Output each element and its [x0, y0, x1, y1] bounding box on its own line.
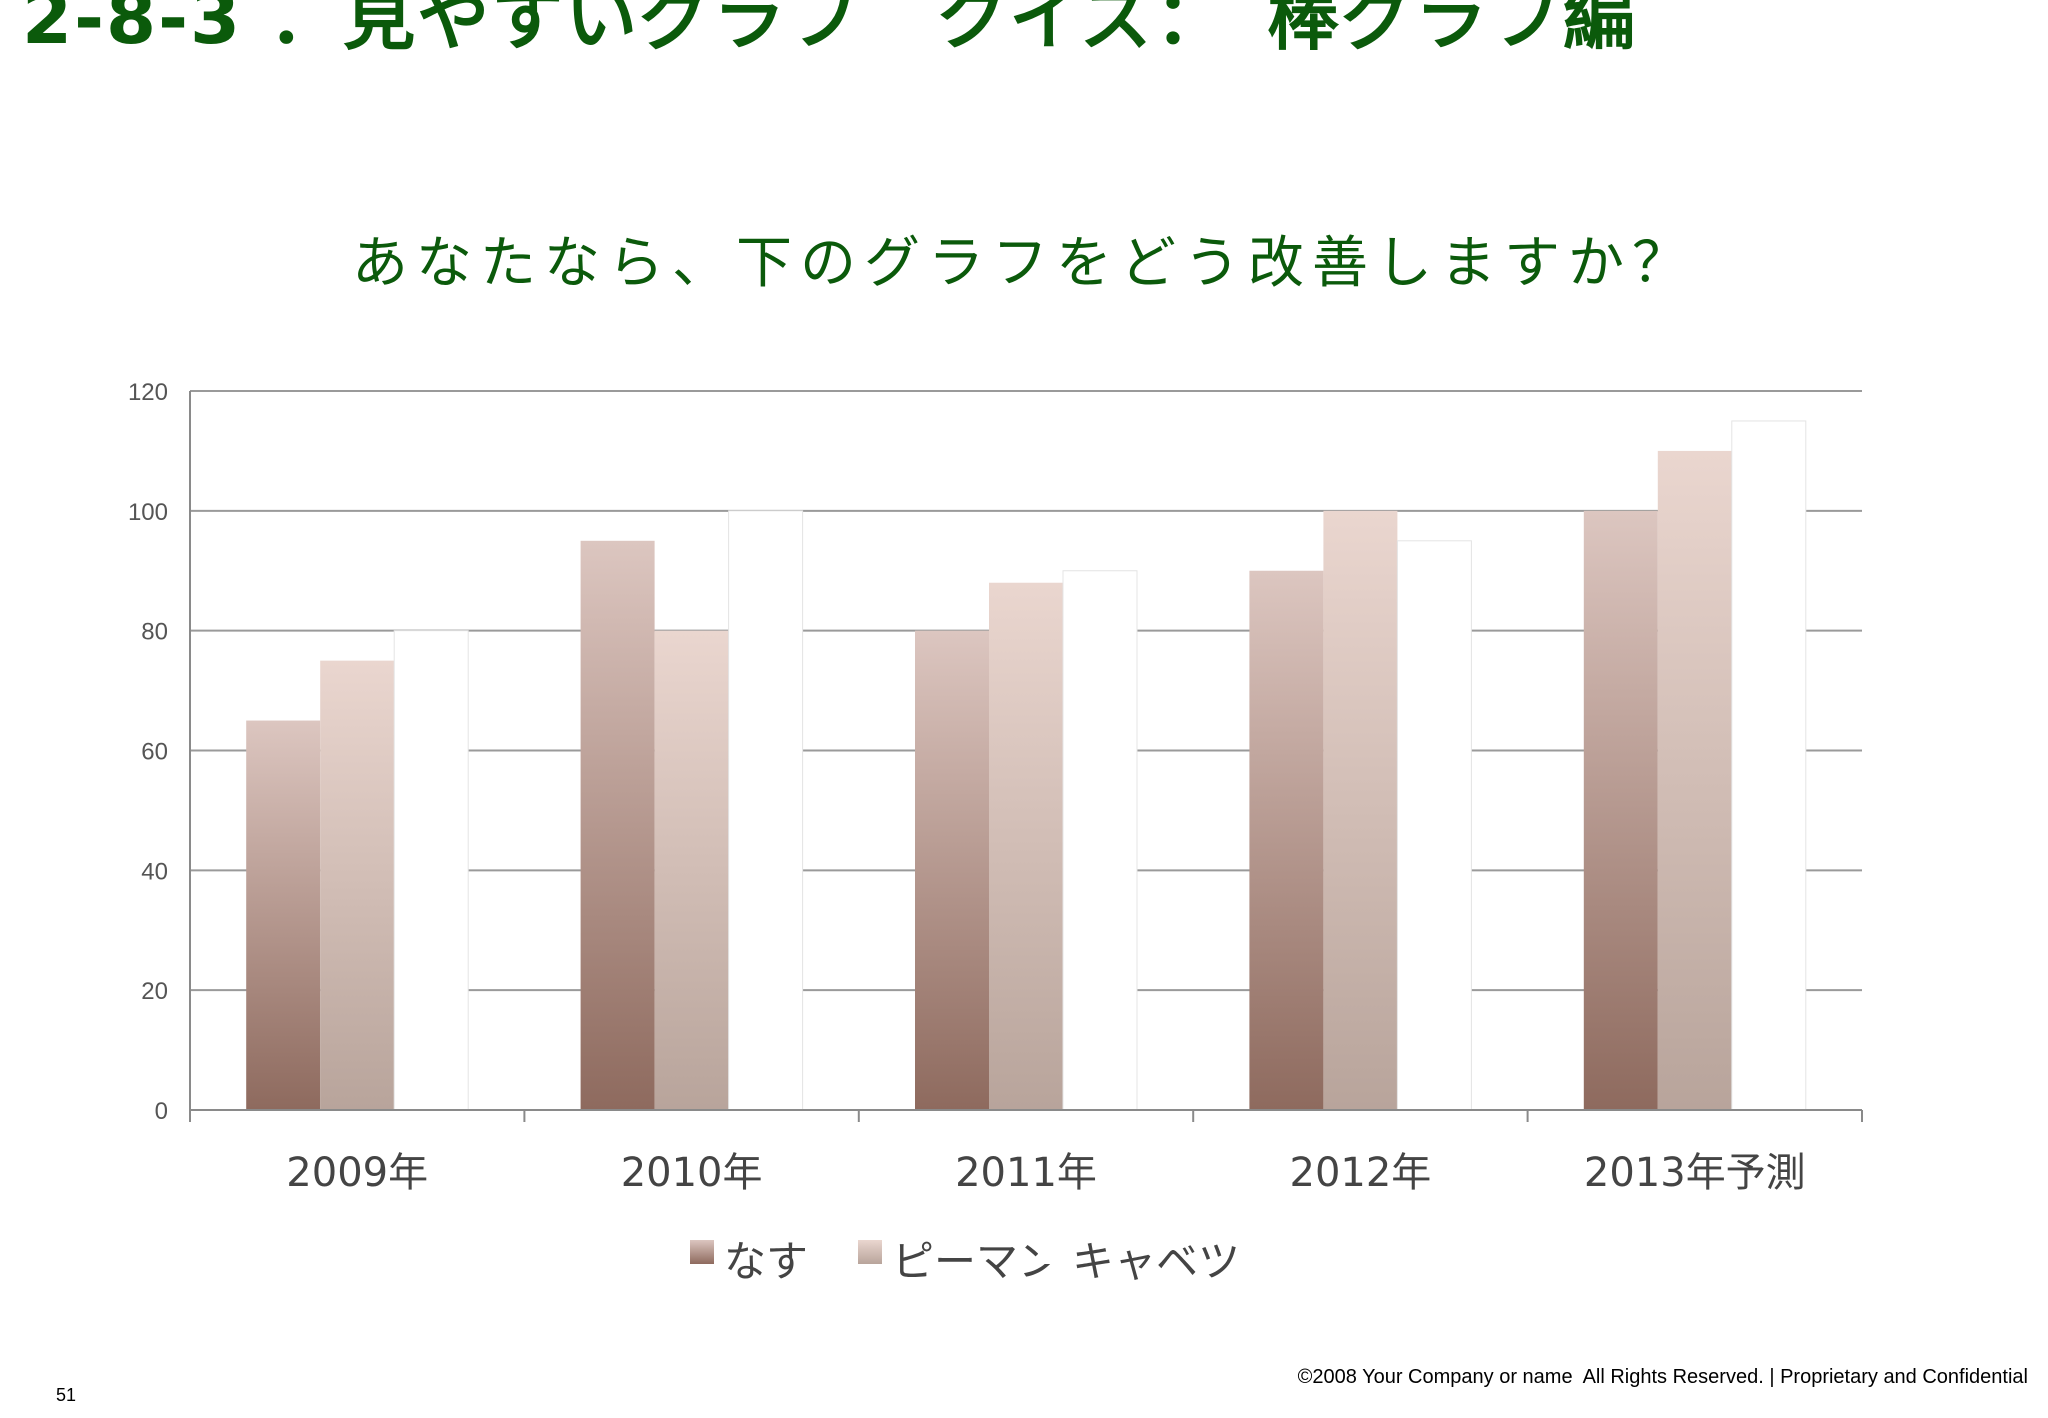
bar-ピーマン-2013年予測 [1657, 450, 1732, 1111]
bar-ピーマン-2012年 [1323, 510, 1398, 1110]
bar-なす-2013年予測 [1583, 510, 1658, 1110]
bar-ピーマン-2010年 [654, 630, 729, 1110]
legend-swatch [690, 1240, 714, 1264]
page-number: 51 [56, 1385, 77, 1405]
legend-label: キャベツ [1072, 1237, 1240, 1286]
bar-キャベツ-2011年 [1062, 570, 1138, 1111]
x-tick-label: 2009年 [286, 1150, 428, 1196]
slide-title: 2-8-3 ．見やすいグラフ クイズ： 棒グラフ編 [22, 0, 1637, 60]
bar-なす-2011年 [915, 630, 989, 1110]
y-tick-label: 20 [141, 978, 168, 1005]
x-tick-label: 2011年 [955, 1150, 1097, 1196]
chart-axes: 0 20 40 60 80 100 120 2009年 2010年 2011年 2012年 2013年… [128, 379, 1863, 1196]
copyright-notice: ©2008 Your Company or name All Rights Re… [1297, 1366, 2028, 1388]
bar-なす-2012年 [1249, 570, 1324, 1110]
bar-キャベツ-2009年 [393, 630, 469, 1111]
chart-bars [246, 420, 1807, 1111]
bar-キャベツ-2012年 [1396, 540, 1472, 1111]
x-tick-label: 2013年予測 [1584, 1150, 1806, 1196]
bar-なす-2009年 [246, 720, 321, 1110]
legend-swatch [1038, 1240, 1062, 1264]
x-tick-label: 2010年 [621, 1150, 763, 1196]
bar-ピーマン-2009年 [320, 660, 395, 1110]
legend-label: ピーマン [892, 1237, 1060, 1286]
y-tick-label: 80 [141, 619, 168, 646]
y-tick-label: 100 [128, 499, 168, 526]
y-tick-label: 0 [155, 1098, 168, 1125]
y-tick-label: 60 [141, 739, 168, 766]
quiz-question: あなたなら、下のグラフをどう改善しますか？ [352, 231, 1696, 296]
legend-label: なす [724, 1237, 808, 1286]
bar-ピーマン-2011年 [989, 582, 1063, 1110]
y-tick-label: 40 [141, 858, 168, 885]
bar-キャベツ-2013年予測 [1731, 420, 1807, 1111]
bar-キャベツ-2010年 [728, 510, 804, 1111]
y-tick-label: 120 [128, 379, 168, 406]
chart-legend: なす ピーマン キャベツ [690, 1237, 1240, 1286]
x-tick-label: 2012年 [1290, 1150, 1432, 1196]
bar-なす-2010年 [580, 540, 655, 1110]
legend-swatch [858, 1240, 882, 1264]
